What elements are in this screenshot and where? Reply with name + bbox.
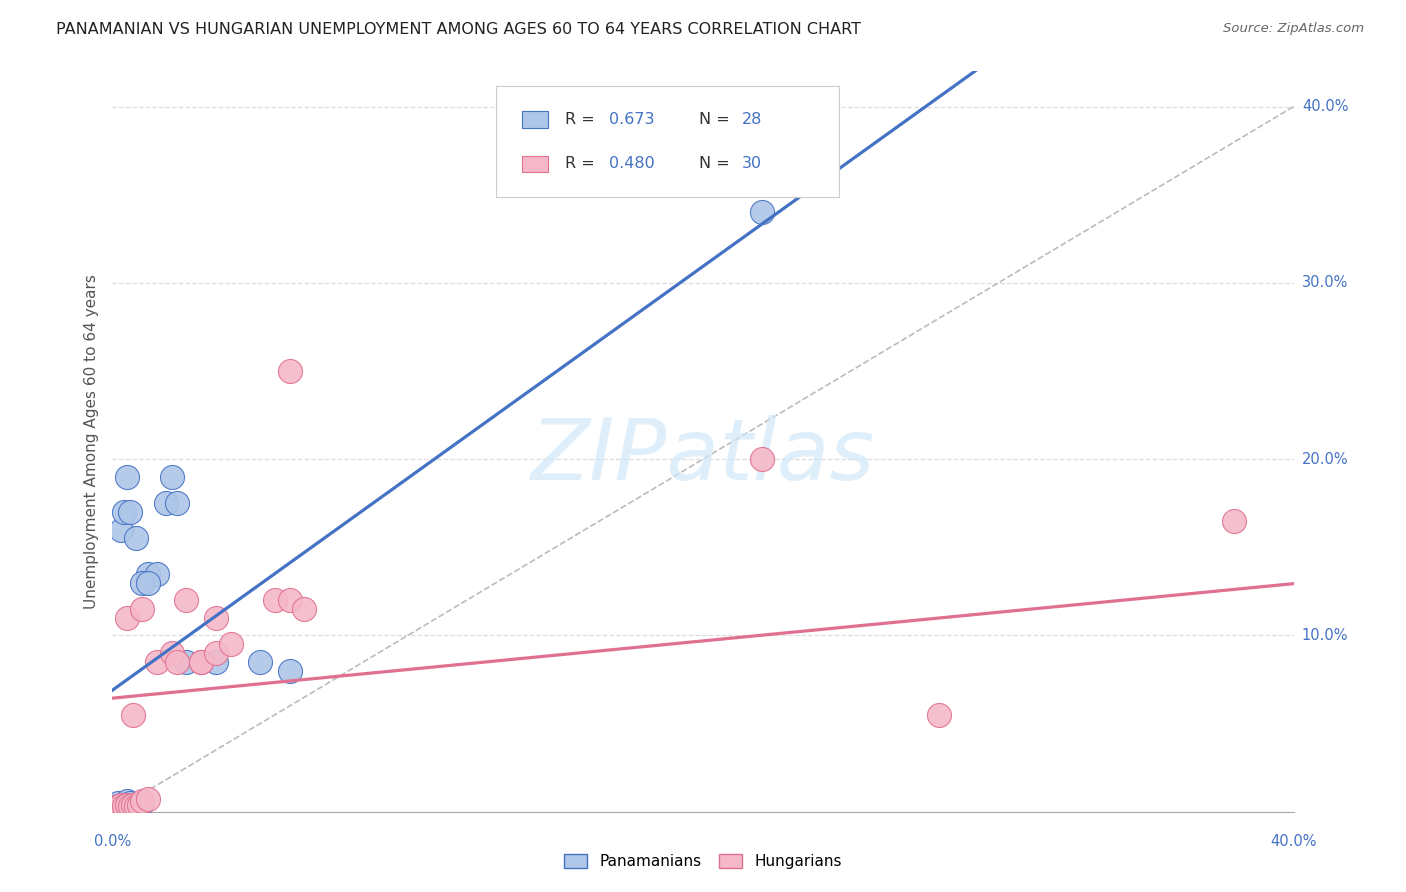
Point — [110, 523, 132, 537]
Point — [131, 575, 153, 590]
Text: ZIPatlas: ZIPatlas — [531, 415, 875, 498]
Point — [146, 655, 169, 669]
Bar — [522, 156, 548, 172]
Text: 10.0%: 10.0% — [1302, 628, 1348, 643]
Text: PANAMANIAN VS HUNGARIAN UNEMPLOYMENT AMONG AGES 60 TO 64 YEARS CORRELATION CHART: PANAMANIAN VS HUNGARIAN UNEMPLOYMENT AMO… — [56, 22, 862, 37]
Point — [160, 470, 183, 484]
Point — [219, 637, 242, 651]
Point — [117, 611, 138, 625]
Text: R =: R = — [565, 112, 600, 127]
Text: 30: 30 — [742, 156, 762, 171]
Point — [107, 799, 129, 814]
Point — [190, 655, 212, 669]
FancyBboxPatch shape — [496, 87, 839, 197]
Point — [107, 796, 129, 810]
Point — [112, 799, 135, 814]
Point — [278, 664, 301, 678]
Point — [190, 655, 212, 669]
Point — [136, 566, 159, 581]
Point — [131, 796, 153, 810]
Point — [128, 797, 150, 812]
Point — [120, 799, 142, 814]
Point — [160, 646, 183, 660]
Text: 0.0%: 0.0% — [94, 834, 131, 849]
Point — [112, 505, 135, 519]
Point — [125, 799, 148, 814]
Point — [205, 655, 228, 669]
Point — [136, 792, 159, 806]
Legend: Panamanians, Hungarians: Panamanians, Hungarians — [558, 848, 848, 875]
Point — [751, 452, 773, 467]
Point — [278, 364, 301, 378]
Point — [1223, 514, 1246, 528]
Point — [110, 797, 132, 812]
Point — [110, 801, 132, 815]
Point — [110, 799, 132, 814]
Text: 20.0%: 20.0% — [1302, 451, 1348, 467]
Text: Source: ZipAtlas.com: Source: ZipAtlas.com — [1223, 22, 1364, 36]
Point — [292, 602, 315, 616]
Point — [131, 794, 153, 808]
Y-axis label: Unemployment Among Ages 60 to 64 years: Unemployment Among Ages 60 to 64 years — [83, 274, 98, 609]
Point — [136, 575, 159, 590]
Point — [928, 707, 950, 722]
Point — [125, 532, 148, 546]
Point — [131, 602, 153, 616]
Point — [128, 799, 150, 814]
Point — [249, 655, 271, 669]
Text: N =: N = — [699, 112, 735, 127]
Point — [174, 655, 197, 669]
Text: 40.0%: 40.0% — [1302, 99, 1348, 114]
Point — [166, 496, 188, 510]
Text: N =: N = — [699, 156, 735, 171]
Point — [174, 593, 197, 607]
Point — [120, 796, 142, 810]
Point — [107, 799, 129, 814]
Point — [112, 797, 135, 812]
Point — [122, 707, 145, 722]
Point — [264, 593, 287, 607]
Point — [278, 593, 301, 607]
Point — [122, 797, 145, 812]
Point — [117, 794, 138, 808]
Text: 0.673: 0.673 — [609, 112, 654, 127]
Point — [155, 496, 177, 510]
Point — [125, 797, 148, 812]
Point — [122, 799, 145, 814]
Point — [120, 505, 142, 519]
Text: 40.0%: 40.0% — [1270, 834, 1317, 849]
Point — [751, 205, 773, 219]
Text: 28: 28 — [742, 112, 762, 127]
Point — [117, 470, 138, 484]
Point — [205, 611, 228, 625]
Bar — [522, 112, 548, 128]
Point — [166, 655, 188, 669]
Point — [117, 797, 138, 812]
Text: 30.0%: 30.0% — [1302, 276, 1348, 291]
Text: 0.480: 0.480 — [609, 156, 654, 171]
Text: R =: R = — [565, 156, 600, 171]
Point — [205, 646, 228, 660]
Point — [146, 566, 169, 581]
